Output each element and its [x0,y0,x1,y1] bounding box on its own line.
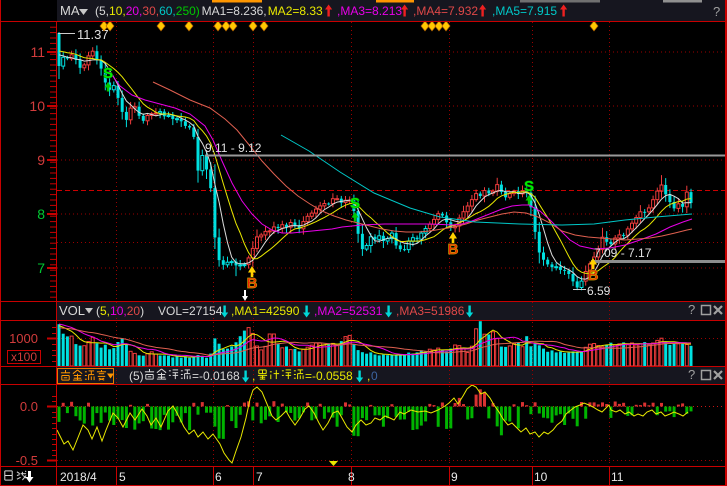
svg-text:7: 7 [256,470,263,484]
svg-text:8: 8 [348,470,355,484]
svg-text:=-0.0558: =-0.0558 [305,369,353,383]
svg-text:B: B [247,275,258,292]
svg-text:8: 8 [37,206,45,222]
svg-text:11: 11 [30,44,45,60]
svg-text:10: 10 [534,470,548,484]
svg-text:?: ? [713,4,720,19]
svg-text:B: B [588,267,599,284]
svg-text:,MA5=7.915: ,MA5=7.915 [492,4,557,18]
svg-text:,MA3=8.213: ,MA3=8.213 [337,4,402,18]
svg-text:(5,10,20,30,60,250): (5,10,20,30,60,250) [95,4,200,18]
svg-text:S: S [103,65,113,82]
svg-text:MA2=8.33: MA2=8.33 [268,4,323,18]
svg-text:6: 6 [215,470,222,484]
svg-text:7: 7 [37,260,45,276]
svg-text:(5): (5) [129,369,144,383]
svg-text:9: 9 [37,152,45,168]
svg-text:,MA4=7.932: ,MA4=7.932 [413,4,478,18]
svg-text:2018/4: 2018/4 [60,470,97,484]
svg-text:,MA1=42590: ,MA1=42590 [231,304,300,318]
svg-text:?: ? [688,302,695,317]
svg-text:VOL: VOL [59,303,85,318]
svg-text:9.11 - 9.12: 9.11 - 9.12 [205,141,262,155]
svg-text:?: ? [688,367,695,382]
svg-text:0: 0 [371,369,378,383]
svg-text:9: 9 [451,470,458,484]
svg-text:6.59: 6.59 [587,284,611,298]
svg-text:,: , [252,369,255,383]
svg-text:,: , [367,369,370,383]
svg-text:11.37: 11.37 [77,27,109,42]
svg-text:=-0.0168: =-0.0168 [192,369,240,383]
svg-text:1000: 1000 [9,331,38,346]
svg-text:,MA2=52531: ,MA2=52531 [314,304,383,318]
svg-text:-0.5: -0.5 [16,453,38,468]
svg-text:S: S [524,178,534,195]
svg-text:MA: MA [60,3,80,18]
svg-text:x100: x100 [11,350,37,364]
svg-text:(5,10,20): (5,10,20) [96,304,144,318]
svg-text:7.09 - 7.17: 7.09 - 7.17 [594,246,652,260]
svg-text:B: B [448,241,459,258]
svg-text:0.0: 0.0 [20,399,38,414]
svg-text:MA1=8.236,: MA1=8.236, [202,4,267,18]
svg-text:VOL=27154: VOL=27154 [158,304,223,318]
svg-text:,MA3=51986: ,MA3=51986 [396,304,465,318]
svg-text:S: S [350,195,360,212]
svg-text:11: 11 [611,470,624,484]
svg-text:10: 10 [29,98,45,114]
svg-text:5: 5 [119,470,126,484]
